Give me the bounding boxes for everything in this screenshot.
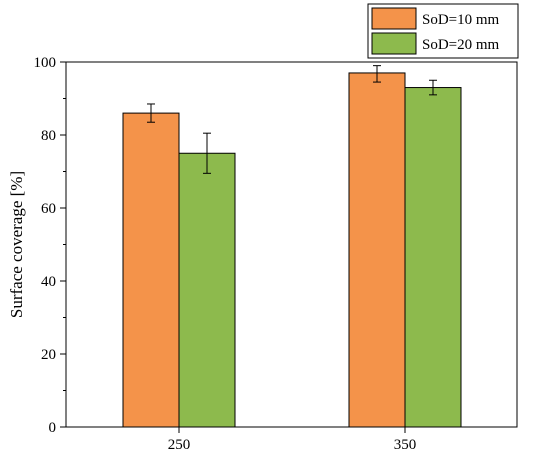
x-tick-label: 350 — [394, 437, 417, 453]
y-tick-label: 0 — [49, 420, 57, 436]
error-bars — [147, 65, 437, 174]
axes — [60, 61, 518, 433]
bar-sod-10-mm-250 — [122, 112, 180, 428]
legend-label: SoD=20 mm — [422, 37, 500, 53]
legend-swatch — [371, 32, 417, 55]
legend-label: SoD=10 mm — [422, 12, 500, 28]
axis-labels: 0 20 40 60 80 100 250 350 Surface coverage [%] — [7, 55, 416, 453]
y-tick-label: 80 — [41, 128, 56, 144]
y-tick-label: 40 — [41, 274, 56, 290]
y-tick-label: 20 — [41, 347, 56, 363]
y-tick-label: 60 — [41, 201, 56, 217]
bar-sod-10-mm-350 — [348, 72, 406, 428]
y-axis-label: Surface coverage [%] — [7, 171, 26, 318]
x-tick-label: 250 — [168, 437, 191, 453]
bar-sod-20-mm-350 — [404, 87, 462, 428]
bar-sod-20-mm-250 — [178, 152, 236, 428]
y-tick-label: 100 — [34, 55, 57, 71]
legend: SoD=10 mm SoD=20 mm — [367, 3, 519, 59]
bars — [122, 72, 462, 428]
legend-swatch — [371, 7, 417, 30]
